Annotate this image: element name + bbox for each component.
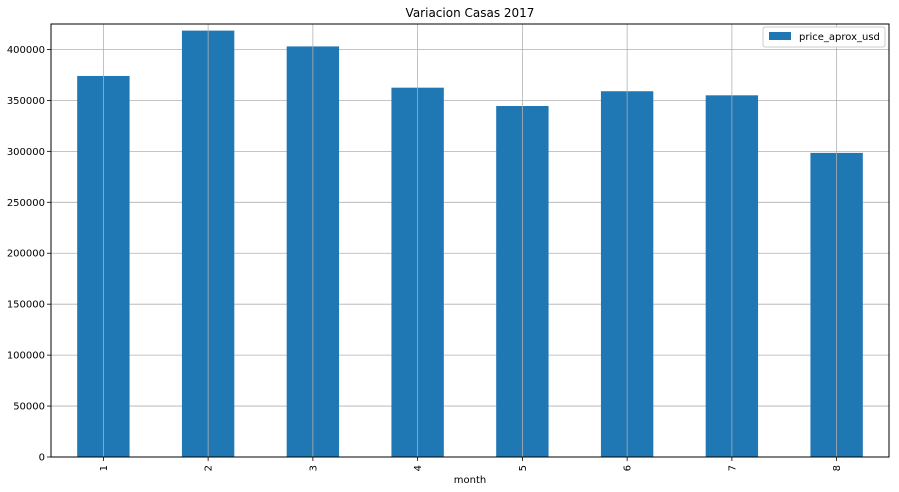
plot-frame (50, 23, 890, 458)
y-tick-label: 0 (39, 453, 45, 464)
x-tick-label: 6 (623, 465, 634, 471)
chart-title: Variacion Casas 2017 (406, 6, 535, 20)
y-tick-label: 300000 (7, 147, 45, 158)
grid (51, 49, 889, 458)
x-tick-label: 8 (832, 465, 843, 471)
y-tick-label: 150000 (7, 300, 45, 311)
x-axis: 1 2 3 4 5 6 7 8 (99, 457, 843, 471)
legend-label: price_aprox_usd (799, 32, 880, 43)
legend: price_aprox_usd (762, 26, 886, 48)
x-tick-label: 1 (99, 465, 110, 471)
x-tick-label: 7 (727, 465, 738, 471)
y-tick-label: 50000 (13, 402, 45, 413)
y-tick-label: 250000 (7, 198, 45, 209)
x-tick-label: 5 (518, 465, 529, 471)
x-tick-label: 2 (204, 465, 215, 471)
x-axis-label: month (454, 475, 486, 486)
legend-box (762, 26, 886, 48)
bars (77, 24, 863, 458)
y-tick-label: 200000 (7, 249, 45, 260)
y-tick-label: 100000 (7, 351, 45, 362)
legend-swatch (769, 32, 791, 40)
y-axis: 0 50000 100000 150000 200000 250000 300000 3500… (7, 45, 51, 464)
y-tick-label: 350000 (7, 96, 45, 107)
x-tick-label: 3 (308, 465, 319, 471)
x-tick-label: 4 (413, 465, 424, 471)
y-tick-label: 400000 (7, 45, 45, 56)
